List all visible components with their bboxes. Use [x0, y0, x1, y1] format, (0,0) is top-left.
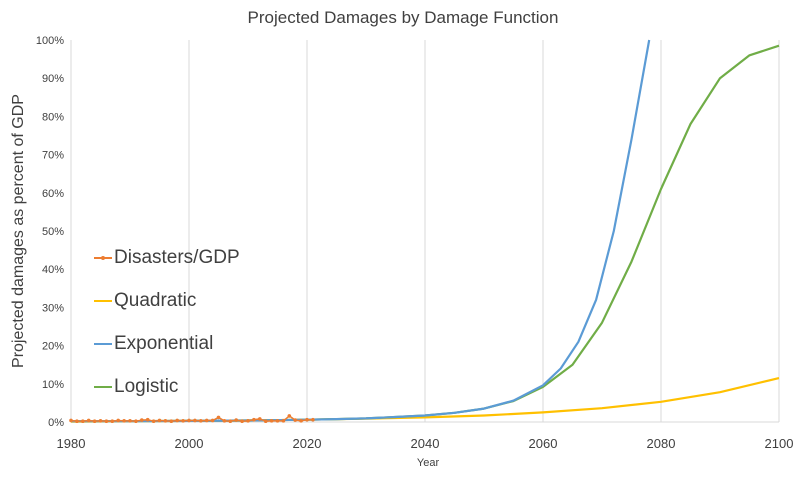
- chart-title: Projected Damages by Damage Function: [247, 8, 559, 27]
- legend-swatch-quadratic: [94, 295, 112, 307]
- data-point-disasters-gdp: [275, 419, 280, 423]
- data-point-disasters-gdp: [216, 415, 221, 420]
- data-point-disasters-gdp: [98, 419, 103, 423]
- legend-swatch-logistic: [94, 381, 112, 393]
- data-point-disasters-gdp: [204, 418, 209, 423]
- data-point-disasters-gdp: [246, 419, 250, 423]
- data-point-disasters-gdp: [199, 419, 203, 423]
- data-point-disasters-gdp: [263, 419, 268, 424]
- data-point-disasters-gdp: [157, 418, 162, 423]
- data-point-disasters-gdp: [110, 419, 115, 424]
- data-point-disasters-gdp: [81, 419, 85, 424]
- y-tick-label: 50%: [42, 226, 64, 238]
- legend-label-quadratic: Quadratic: [114, 289, 197, 311]
- data-point-disasters-gdp: [234, 418, 238, 422]
- x-axis-label: Year: [416, 457, 440, 469]
- y-tick-label: 20%: [42, 341, 64, 353]
- legend-item-exponential: Exponential: [94, 322, 240, 365]
- data-point-disasters-gdp: [134, 419, 138, 424]
- legend-label-disasters: Disasters/GDP: [114, 246, 240, 268]
- data-point-disasters-gdp: [175, 418, 179, 423]
- data-point-disasters-gdp: [163, 419, 168, 423]
- x-tick-label: 2020: [293, 436, 322, 451]
- data-point-disasters-gdp: [75, 419, 79, 424]
- legend-swatch-disasters: [94, 252, 112, 264]
- data-point-disasters-gdp: [281, 419, 286, 423]
- legend-label-exponential: Exponential: [114, 332, 214, 354]
- data-point-disasters-gdp: [210, 418, 215, 423]
- x-tick-label: 2040: [411, 436, 440, 451]
- data-point-disasters-gdp: [228, 419, 233, 424]
- y-tick-label: 30%: [42, 302, 64, 314]
- y-tick-label: 40%: [42, 264, 64, 276]
- legend-item-disasters: Disasters/GDP: [94, 236, 240, 279]
- legend-item-logistic: Logistic: [94, 365, 240, 408]
- data-point-disasters-gdp: [293, 418, 298, 422]
- data-point-disasters-gdp: [187, 418, 191, 423]
- data-point-disasters-gdp: [86, 418, 91, 423]
- legend-item-quadratic: Quadratic: [94, 279, 240, 322]
- data-point-disasters-gdp: [116, 418, 120, 423]
- data-point-disasters-gdp: [128, 419, 132, 423]
- data-point-disasters-gdp: [122, 419, 126, 423]
- data-point-disasters-gdp: [169, 419, 174, 424]
- data-point-disasters-gdp: [104, 419, 109, 424]
- data-point-disasters-gdp: [140, 418, 144, 422]
- x-tick-label: 2060: [529, 436, 558, 451]
- y-tick-label: 100%: [36, 35, 64, 47]
- data-point-disasters-gdp: [269, 419, 274, 423]
- legend-swatch-exponential: [94, 338, 112, 350]
- data-point-disasters-gdp: [181, 419, 185, 423]
- data-point-disasters-gdp: [145, 417, 150, 422]
- data-point-disasters-gdp: [311, 417, 315, 422]
- y-tick-label: 80%: [42, 111, 64, 123]
- x-tick-label: 2080: [647, 436, 676, 451]
- data-point-disasters-gdp: [222, 419, 227, 423]
- x-tick-label: 2100: [765, 436, 794, 451]
- data-point-disasters-gdp: [151, 419, 156, 424]
- x-tick-label: 2000: [175, 436, 204, 451]
- data-point-disasters-gdp: [92, 419, 97, 424]
- y-tick-label: 60%: [42, 188, 64, 200]
- x-tick-label: 1980: [57, 436, 86, 451]
- legend-label-logistic: Logistic: [114, 375, 179, 397]
- data-point-disasters-gdp: [299, 419, 303, 423]
- y-tick-label: 90%: [42, 73, 64, 85]
- data-point-disasters-gdp: [193, 418, 197, 423]
- legend: Disasters/GDP Quadratic Exponential Logi…: [94, 236, 240, 408]
- data-point-disasters-gdp: [258, 417, 262, 421]
- data-point-disasters-gdp: [240, 419, 244, 424]
- data-point-disasters-gdp: [252, 417, 256, 422]
- y-tick-label: 70%: [42, 150, 64, 162]
- data-point-disasters-gdp: [305, 417, 309, 422]
- data-point-disasters-gdp: [287, 414, 292, 418]
- y-tick-label: 10%: [42, 379, 64, 391]
- y-tick-label: 0%: [48, 417, 64, 429]
- data-point-disasters-gdp: [69, 418, 73, 423]
